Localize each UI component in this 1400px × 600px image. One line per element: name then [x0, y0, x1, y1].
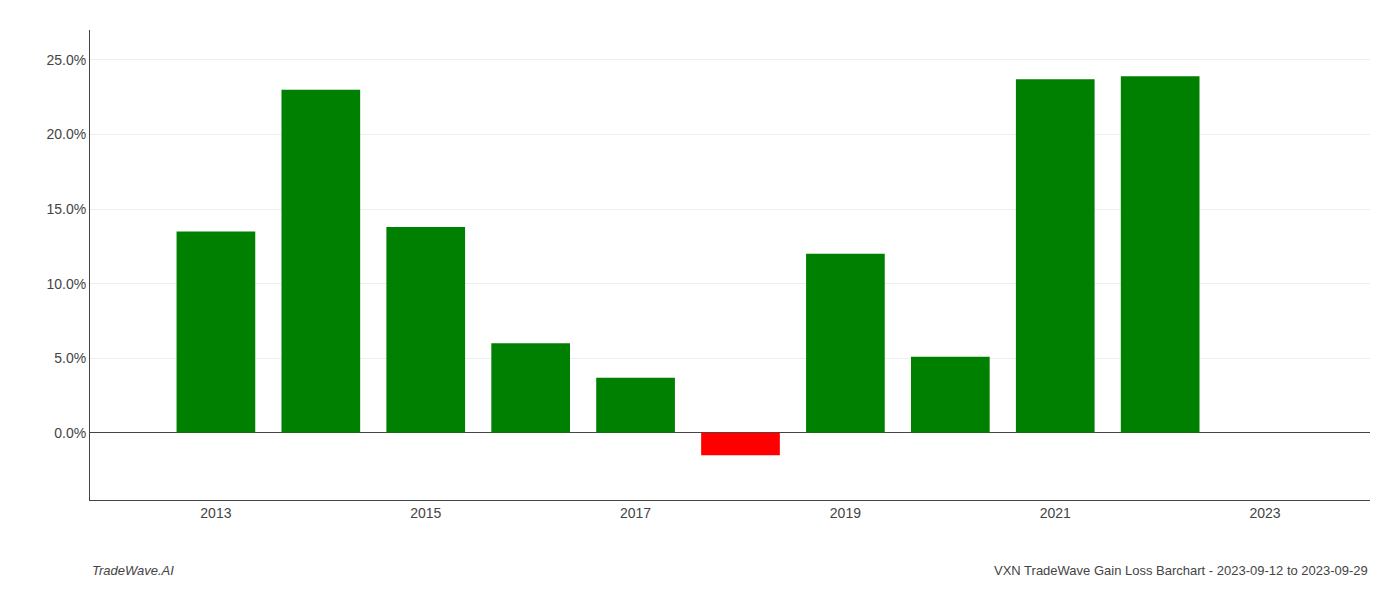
svg-text:TradeWave.AI: TradeWave.AI — [92, 563, 174, 578]
svg-text:VXN TradeWave Gain Loss Barcha: VXN TradeWave Gain Loss Barchart - 2023-… — [994, 563, 1368, 578]
svg-text:2023: 2023 — [1250, 505, 1281, 521]
svg-text:25.0%: 25.0% — [46, 52, 86, 68]
svg-text:20.0%: 20.0% — [46, 126, 86, 142]
svg-text:2017: 2017 — [620, 505, 651, 521]
svg-text:2013: 2013 — [200, 505, 231, 521]
svg-text:5.0%: 5.0% — [54, 350, 86, 366]
svg-text:2015: 2015 — [410, 505, 441, 521]
svg-text:0.0%: 0.0% — [54, 425, 86, 441]
svg-text:2019: 2019 — [830, 505, 861, 521]
svg-text:10.0%: 10.0% — [46, 276, 86, 292]
svg-text:15.0%: 15.0% — [46, 201, 86, 217]
svg-text:2021: 2021 — [1040, 505, 1071, 521]
